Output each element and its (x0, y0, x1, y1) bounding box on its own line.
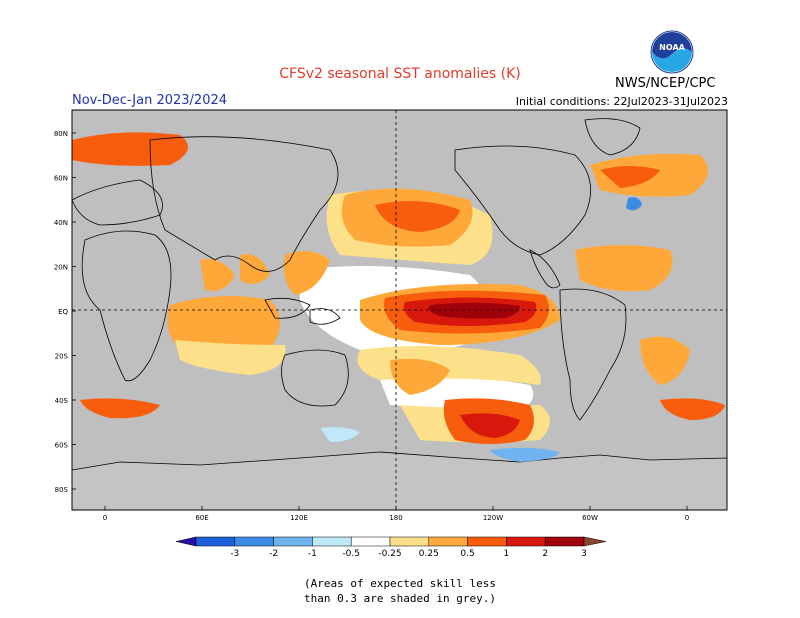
legend-swatch (195, 536, 236, 547)
orange-bay-of-bengal (240, 254, 270, 284)
orange-north-pacific-coast (283, 251, 330, 295)
lat-label: 80N (54, 130, 68, 138)
orange-indian-ocean (167, 296, 280, 357)
legend-swatch (506, 536, 546, 547)
orange-arabian-sea (200, 259, 235, 291)
legend-arrow-right (583, 536, 607, 547)
legend-swatch (544, 536, 585, 547)
orange-arctic-atlantic (72, 132, 188, 166)
season-label: Nov-Dec-Jan 2023/2024 (72, 93, 228, 108)
legend-swatch (273, 536, 313, 547)
legend-tick-label: 3 (581, 549, 587, 559)
legend-swatch (234, 536, 274, 547)
org-label: NWS/NCEP/CPC (615, 76, 716, 91)
legend-tick-label: -2 (269, 549, 278, 559)
lat-label: 20S (55, 353, 69, 361)
lon-label: 0 (103, 514, 107, 522)
orange-south-pacific-west (390, 358, 450, 395)
light-blue-southern-west (320, 427, 360, 442)
legend-tick-label: -3 (230, 549, 239, 559)
svg-text:NOAA: NOAA (659, 43, 685, 52)
legend-swatch (389, 536, 430, 547)
legend-swatch (428, 536, 468, 547)
lon-label: 60E (195, 514, 208, 522)
lon-label: 180 (389, 514, 402, 522)
orange-north-atlantic (575, 245, 673, 292)
light-yellow-indian-ocean (175, 340, 286, 375)
legend-arrow-left (175, 536, 197, 547)
legend-tick-label: 1 (504, 549, 510, 559)
light-blue-southern-pacific (490, 447, 560, 462)
lon-label: 120E (290, 514, 308, 522)
legend-swatch (467, 536, 507, 547)
legend-tick-label: -0.5 (342, 549, 360, 559)
lat-label: 80S (55, 486, 69, 494)
noaa-logo-icon: NOAA (650, 30, 694, 74)
legend-swatch (350, 536, 391, 547)
chart-title: CFSv2 seasonal SST anomalies (K) (279, 66, 521, 82)
legend-tick-label: 2 (542, 549, 548, 559)
lon-label: 60W (582, 514, 598, 522)
lat-label: 40N (54, 219, 68, 227)
lat-label: 40S (55, 397, 69, 405)
red-southern-indian-ocean (80, 398, 160, 419)
coastlines (72, 118, 641, 421)
legend-tick-label: 0.5 (460, 549, 474, 559)
legend-tick-label: -1 (308, 549, 317, 559)
legend-tick-label: -0.25 (378, 549, 401, 559)
lat-label: 20N (54, 264, 68, 272)
initial-conditions-label: Initial conditions: 22Jul2023-31Jul2023 (515, 95, 728, 108)
red-north-atlantic-high (600, 166, 660, 188)
blue-north-atlantic (626, 197, 642, 211)
lon-label: 120W (483, 514, 503, 522)
lat-label: 60N (54, 175, 68, 183)
orange-atlantic-south (640, 336, 690, 385)
skill-note-line-1: (Areas of expected skill less (303, 577, 497, 590)
lat-label: 60S (55, 442, 69, 450)
legend-tick-label: 0.25 (419, 549, 439, 559)
lat-label: EQ (58, 308, 68, 316)
legend-swatch (312, 536, 352, 547)
red-south-pacific (460, 413, 520, 438)
skill-note: (Areas of expected skill less than 0.3 a… (0, 576, 800, 606)
skill-note-line-2: than 0.3 are shaded in grey.) (303, 592, 497, 605)
darkest-red-equatorial-core (428, 302, 520, 319)
red-southern-atlantic (660, 398, 725, 420)
lon-label: 0 (685, 514, 689, 522)
